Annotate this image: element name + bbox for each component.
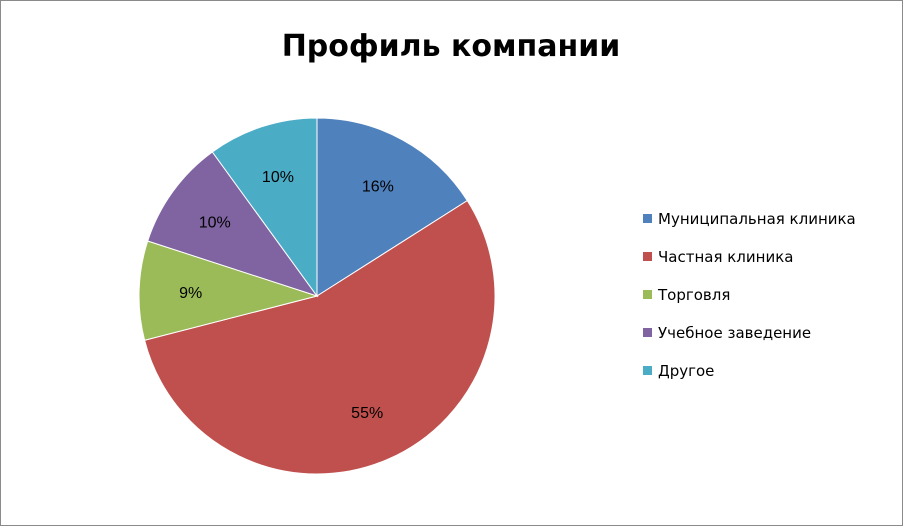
legend-label-1: Муниципальная клиника bbox=[658, 210, 856, 228]
legend-label-5: Другое bbox=[658, 362, 714, 380]
legend-swatch-5 bbox=[643, 366, 652, 375]
legend: Муниципальная клиника Частная клиника Торг… bbox=[643, 210, 856, 380]
pie-slice-4 bbox=[147, 151, 319, 297]
data-label-2: 55% bbox=[351, 405, 383, 422]
pie-slice-1 bbox=[316, 117, 468, 297]
legend-label-3: Торговля bbox=[657, 286, 730, 304]
pie-slice-3 bbox=[138, 240, 319, 341]
data-labels: 16% 55% 9% 10% 10% bbox=[179, 169, 394, 422]
pie-slice-5 bbox=[211, 117, 318, 298]
legend-swatch-4 bbox=[643, 328, 652, 337]
legend-swatch-2 bbox=[643, 252, 652, 261]
data-label-4: 10% bbox=[199, 215, 231, 232]
chart-title: Профиль компании bbox=[282, 29, 621, 64]
legend-label-2: Частная клиника bbox=[658, 248, 793, 266]
pie-slice-2 bbox=[143, 199, 496, 475]
data-label-1: 16% bbox=[362, 178, 394, 195]
legend-swatch-3 bbox=[643, 290, 652, 299]
legend-swatch-1 bbox=[643, 214, 652, 223]
data-label-5: 10% bbox=[262, 169, 294, 186]
pie-slices bbox=[138, 117, 496, 475]
legend-label-4: Учебное заведение bbox=[658, 324, 811, 342]
data-label-3: 9% bbox=[179, 285, 202, 302]
